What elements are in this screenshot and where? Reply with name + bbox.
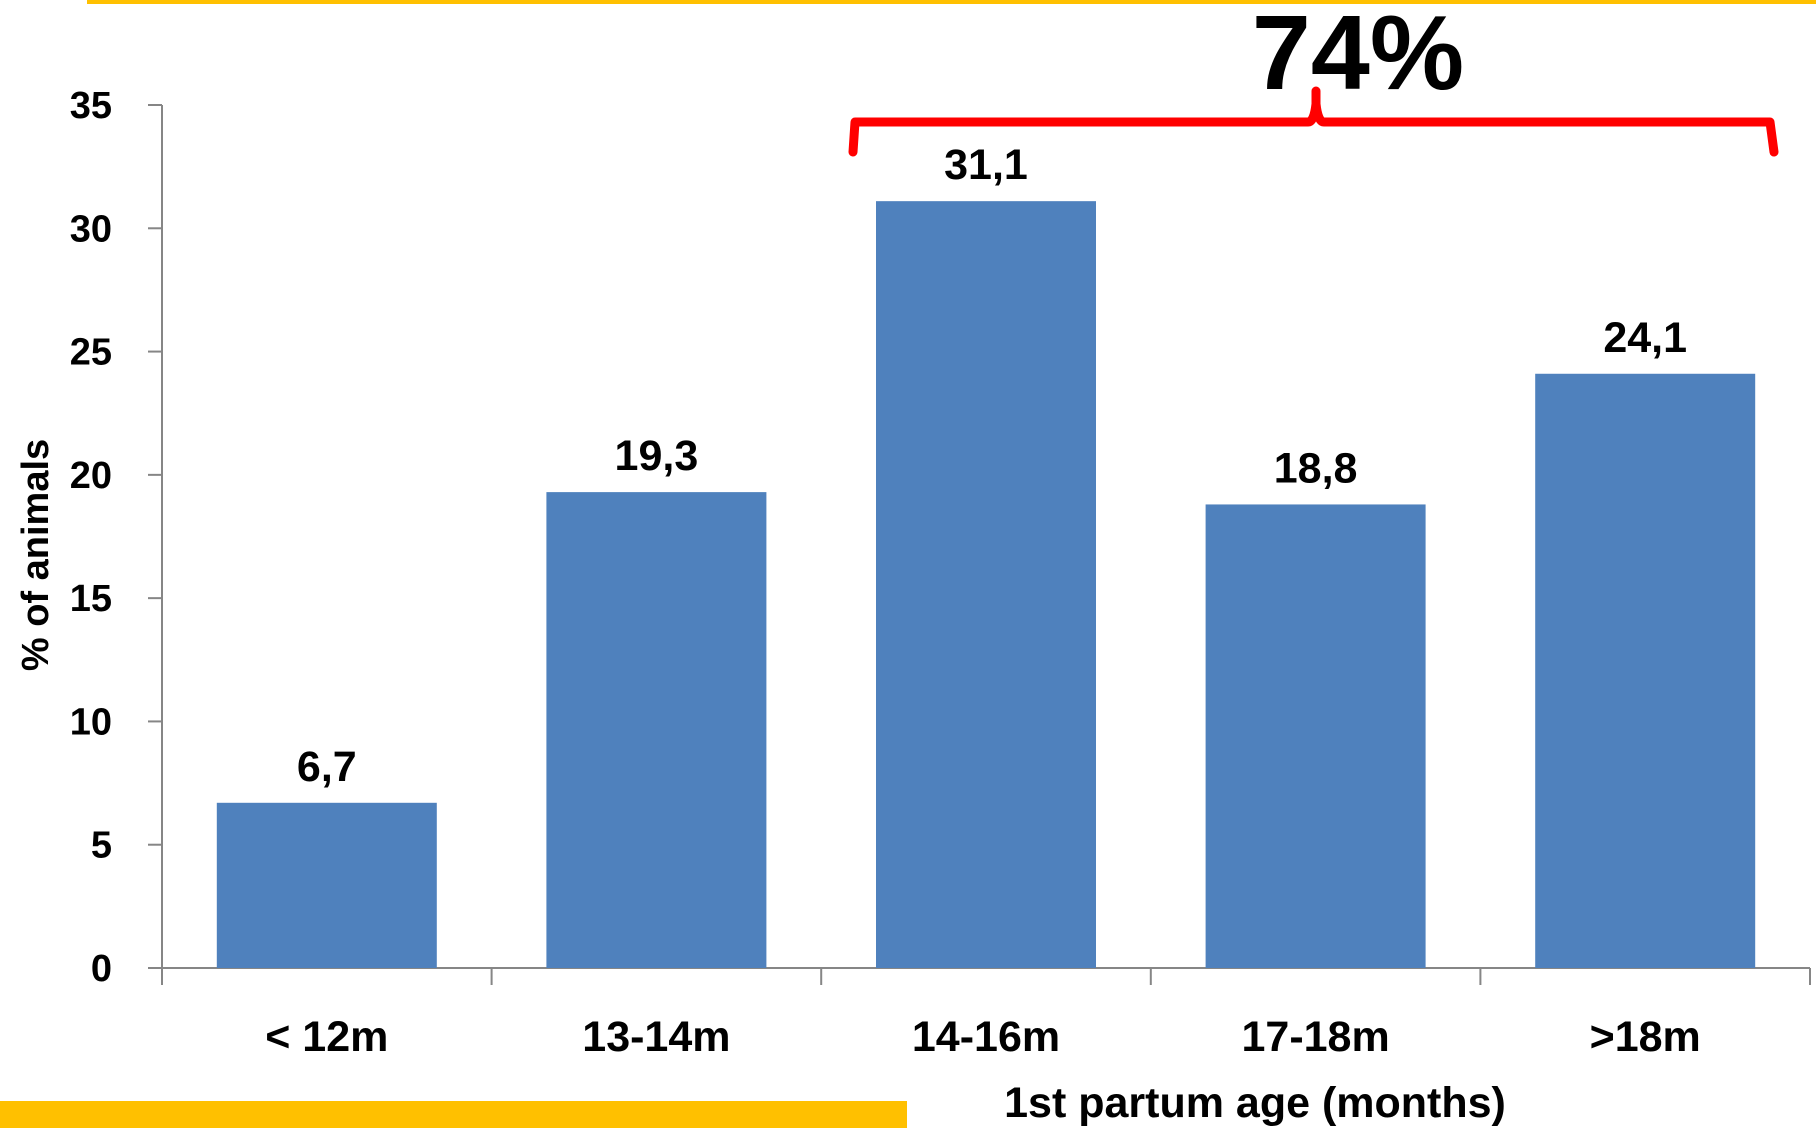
y-tick-label: 35: [70, 85, 112, 127]
bar-value-label: 19,3: [615, 432, 699, 480]
bar: [1535, 373, 1756, 969]
y-axis-ticks: 0 5 10 15 20 25 30 35: [70, 85, 162, 990]
bar: [546, 492, 767, 968]
data-labels: 6,7 19,3 31,1 18,8 24,1: [297, 141, 1687, 791]
x-tick-label: >18m: [1590, 1013, 1701, 1061]
bracket-annotation-label: 74%: [1252, 0, 1464, 112]
x-axis: [148, 967, 1811, 985]
bar: [1205, 504, 1426, 968]
x-tick-label: 14-16m: [912, 1013, 1060, 1061]
y-tick-label: 0: [91, 948, 112, 990]
bar-value-label: 18,8: [1274, 444, 1358, 492]
top-accent-bar: [87, 0, 1816, 4]
x-tick-labels: < 12m 13-14m 14-16m 17-18m >18m: [265, 1013, 1701, 1061]
bar: [216, 802, 437, 968]
bars: [216, 201, 1756, 969]
y-tick-label: 20: [70, 455, 112, 497]
y-tick-label: 5: [91, 825, 112, 867]
bar: [876, 201, 1096, 969]
y-tick-label: 25: [70, 332, 112, 374]
y-tick-label: 30: [70, 208, 112, 250]
bottom-accent-bar: [0, 1101, 907, 1128]
bar-value-label: 6,7: [297, 743, 357, 791]
bar-value-label: 24,1: [1603, 314, 1687, 362]
y-tick-label: 10: [70, 701, 112, 743]
x-tick-label: < 12m: [265, 1013, 388, 1061]
bracket-annotation: [848, 86, 1779, 157]
x-tick-label: 13-14m: [582, 1013, 730, 1061]
x-axis-label: 1st partum age (months): [1004, 1079, 1506, 1127]
y-tick-label: 15: [70, 578, 112, 620]
y-axis-label: % of animals: [15, 439, 57, 671]
bar-value-label: 31,1: [944, 141, 1028, 189]
x-tick-label: 17-18m: [1241, 1013, 1389, 1061]
